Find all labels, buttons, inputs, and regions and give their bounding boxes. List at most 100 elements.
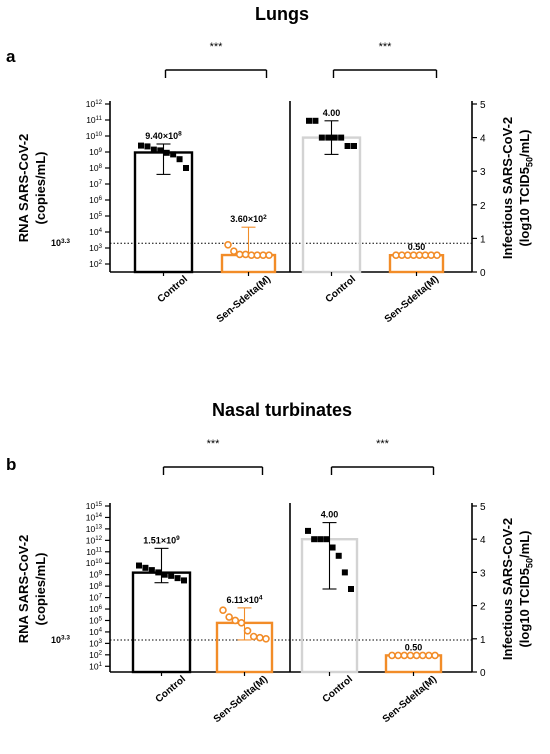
- significance-stars: ***: [207, 438, 221, 450]
- left-y-tick-label: 1011: [86, 115, 102, 125]
- data-point: [230, 247, 238, 255]
- right-y-tick-label: 0: [480, 268, 486, 279]
- left-y-tick-label: 101: [89, 661, 102, 671]
- data-point: [237, 618, 246, 627]
- left-y-label: (copies/mL): [33, 553, 48, 626]
- left-y-tick-label: 1014: [86, 512, 103, 522]
- data-point: [168, 572, 175, 579]
- left-y-tick-label: 102: [89, 650, 102, 660]
- left-y-tick-label: 1010: [86, 131, 103, 141]
- data-point: [431, 651, 439, 660]
- data-point: [344, 143, 351, 149]
- left-y-tick-label: 1013: [86, 524, 103, 534]
- left-y-tick-label: 106: [89, 195, 102, 205]
- bar-value-label: 6.11×104: [227, 594, 263, 604]
- data-point: [338, 134, 345, 141]
- left-y-tick-label: 103: [89, 638, 102, 648]
- data-point: [176, 156, 183, 163]
- data-point: [148, 567, 155, 574]
- threshold-label: 103.3: [51, 635, 70, 645]
- bar-value-label: 1.51×109: [143, 535, 180, 545]
- left-y-tick-label: 105: [89, 615, 102, 625]
- data-point: [225, 613, 233, 621]
- left-y-tick-label: 109: [89, 147, 102, 157]
- data-point: [325, 134, 332, 141]
- left-y-tick-label: 105: [89, 211, 102, 221]
- data-point: [170, 151, 177, 158]
- x-category-label: Sen-Sdelta(M): [215, 274, 273, 325]
- bar-value-label: 9.40×108: [145, 131, 182, 141]
- data-point: [418, 651, 427, 660]
- right-y-label: Infectious SARS-CoV-2: [500, 518, 515, 660]
- left-y-tick-label: 104: [89, 627, 102, 637]
- data-point: [335, 552, 342, 559]
- right-y-tick-label: 4: [480, 134, 486, 145]
- data-point: [318, 134, 325, 141]
- data-point: [425, 651, 433, 660]
- right-y-tick-label: 1: [480, 234, 486, 245]
- right-y-tick-label: 2: [480, 602, 486, 613]
- data-point: [183, 165, 189, 171]
- panel-label: b: [6, 455, 16, 474]
- right-y-tick-label: 1: [480, 635, 486, 646]
- right-y-label: Infectious SARS-CoV-2: [500, 117, 515, 259]
- right-y-tick-label: 2: [480, 201, 486, 212]
- data-point: [157, 147, 164, 154]
- right-y-tick-label: 3: [480, 568, 486, 579]
- left-y-tick-label: 103: [89, 243, 102, 253]
- left-y-tick-label: 1012: [86, 535, 103, 545]
- data-point: [265, 251, 273, 259]
- panel-label: a: [6, 47, 16, 66]
- data-point: [262, 634, 270, 643]
- data-point: [231, 616, 240, 625]
- left-y-tick-label: 1012: [86, 99, 103, 109]
- left-y-tick-label: 106: [89, 604, 102, 614]
- right-y-tick-label: 5: [480, 100, 486, 111]
- data-point: [331, 134, 338, 141]
- data-point: [341, 569, 348, 576]
- data-point: [243, 626, 252, 635]
- x-category-label: Control: [324, 274, 358, 305]
- data-point: [174, 575, 181, 582]
- significance-stars: ***: [376, 438, 390, 450]
- left-y-tick-label: 104: [89, 227, 102, 237]
- right-y-tick-label: 0: [480, 668, 486, 679]
- x-category-label: Sen-Sdelta(M): [383, 274, 441, 325]
- data-point: [317, 536, 324, 543]
- x-category-label: Sen-Sdelta(M): [381, 674, 439, 725]
- data-point: [388, 651, 396, 660]
- data-point: [224, 241, 232, 249]
- right-y-tick-label: 3: [480, 167, 486, 178]
- data-point: [311, 536, 318, 543]
- bar-value-label: 4.00: [323, 108, 341, 118]
- right-y-label: (log10 TCID550/mL): [517, 129, 534, 246]
- left-y-tick-label: 1010: [86, 558, 103, 568]
- x-category-label: Control: [321, 674, 355, 705]
- bar-value-label: 4.00: [321, 510, 339, 520]
- bar-value-label: 0.50: [408, 242, 426, 252]
- data-point: [256, 633, 264, 642]
- data-point: [142, 564, 149, 571]
- threshold-label: 103.3: [51, 238, 70, 248]
- data-point: [161, 571, 168, 578]
- significance-stars: ***: [379, 41, 393, 53]
- data-point: [400, 651, 409, 660]
- right-y-label: (log10 TCID550/mL): [517, 530, 534, 647]
- left-y-tick-label: 102: [89, 259, 102, 269]
- bar-control: [131, 571, 192, 674]
- data-point: [329, 544, 336, 551]
- data-point: [433, 251, 441, 259]
- x-category-label: Sen-Sdelta(M): [212, 674, 270, 725]
- data-point: [306, 117, 312, 124]
- data-point: [163, 149, 170, 156]
- left-y-tick-label: 108: [89, 581, 102, 591]
- left-y-tick-label: 1011: [86, 547, 102, 557]
- data-point: [241, 250, 250, 259]
- data-point: [412, 651, 421, 660]
- x-category-label: Control: [154, 674, 188, 705]
- left-y-label: (copies/mL): [33, 152, 48, 225]
- data-point: [312, 117, 319, 124]
- bar-value-label: 3.60×102: [230, 214, 267, 224]
- data-point: [181, 577, 187, 584]
